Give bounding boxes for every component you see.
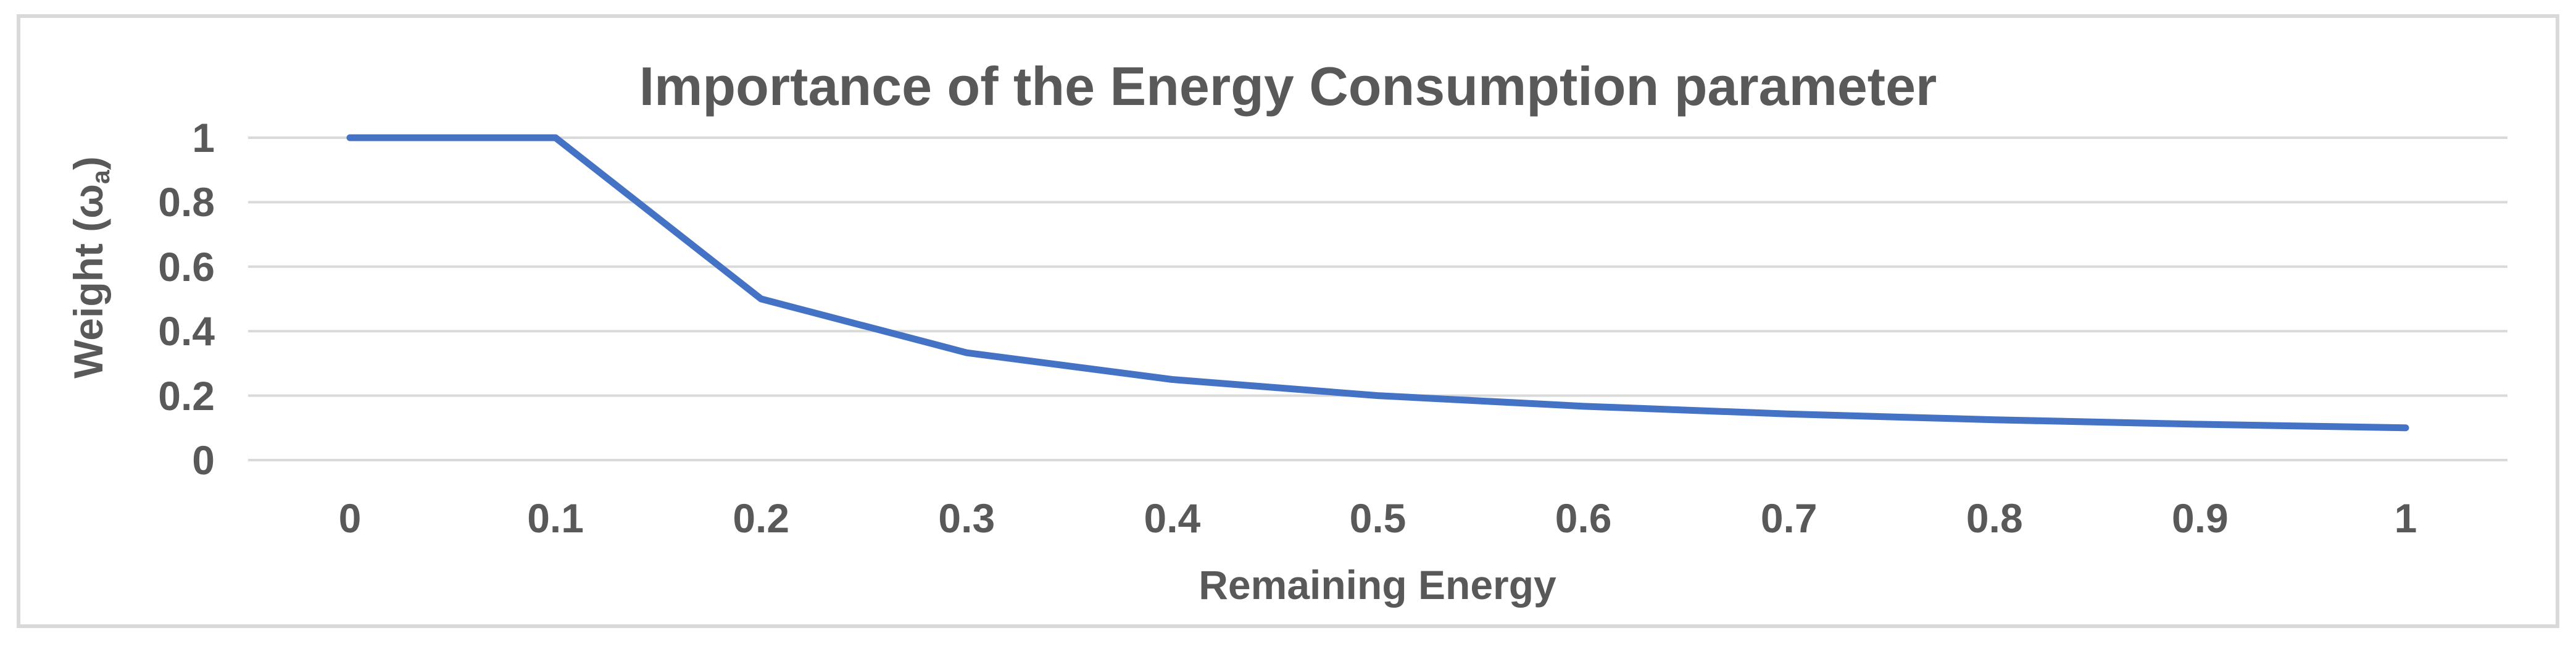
x-tick-label: 0.1 — [527, 495, 584, 541]
y-tick-label: 0.4 — [158, 308, 215, 354]
x-tick-label: 0.8 — [1966, 495, 2023, 541]
x-tick-label: 0.2 — [733, 495, 790, 541]
x-axis-title: Remaining Energy — [1199, 562, 1556, 608]
chart-title: Importance of the Energy Consumption par… — [639, 56, 1937, 117]
x-tick-label: 0.4 — [1144, 495, 1201, 541]
x-tick-label: 1 — [2394, 495, 2417, 541]
y-tick-label: 0.2 — [158, 372, 215, 419]
x-tick-label: 0.9 — [2172, 495, 2229, 541]
y-tick-label: 1 — [192, 115, 215, 161]
chart-border — [17, 14, 2559, 628]
x-tick-label: 0 — [338, 495, 362, 541]
series-line — [346, 134, 2409, 432]
x-tick-label: 0.3 — [938, 495, 995, 541]
x-tick-label: 0.7 — [1760, 495, 1818, 541]
y-tick-label: 0 — [192, 437, 215, 483]
x-tick-label: 0.6 — [1555, 495, 1612, 541]
y-tick-label: 0.8 — [158, 179, 215, 225]
x-tick-label: 0.5 — [1349, 495, 1406, 541]
y-tick-label: 0.6 — [158, 243, 215, 290]
